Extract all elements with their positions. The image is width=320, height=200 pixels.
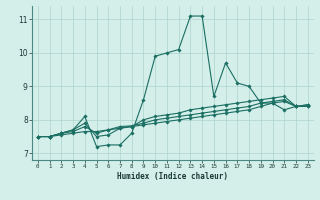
- X-axis label: Humidex (Indice chaleur): Humidex (Indice chaleur): [117, 172, 228, 181]
